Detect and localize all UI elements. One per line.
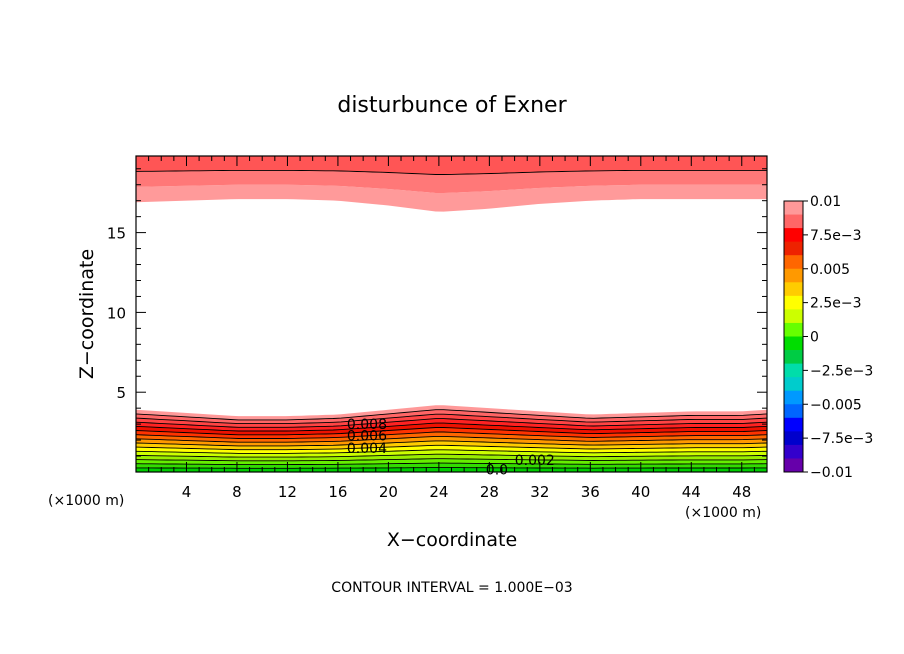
colorbar-swatch: [784, 214, 803, 229]
colorbar-swatch: [784, 228, 803, 243]
contour-band-upper: [136, 170, 767, 193]
colorbar-swatch: [784, 377, 803, 392]
x-tick-label: 24: [429, 483, 448, 501]
contour-band-lower: [136, 449, 767, 458]
contour-band-lower: [136, 436, 767, 446]
contour-line: [135, 449, 768, 454]
colorbar-swatch: [784, 350, 803, 364]
contour-line: [135, 422, 768, 432]
colorbar-label: 0: [810, 330, 819, 346]
x-axis-label: X−coordinate: [387, 529, 517, 551]
y-axis-label: Z−coordinate: [76, 249, 98, 379]
colorbar-swatch: [784, 417, 803, 432]
colorbar-swatch: [784, 322, 803, 337]
x-tick-label: 44: [682, 483, 701, 501]
contour-band-lower: [136, 405, 767, 420]
colorbar-label: 0.005: [810, 262, 850, 278]
colorbar-swatch: [784, 431, 803, 446]
contour-band-lower: [136, 454, 767, 461]
contour-label: 0.0: [486, 463, 508, 479]
z-tick-label: 10: [107, 304, 126, 322]
contour-band-lower: [136, 458, 767, 465]
colorbar-swatch: [784, 295, 803, 310]
colorbar-swatch: [784, 458, 803, 473]
colorbar-swatch: [784, 201, 803, 215]
contour-line: [135, 431, 768, 439]
colorbar-swatch: [784, 444, 803, 459]
x-unit-left: (×1000 m): [48, 493, 124, 509]
colorbar-swatch: [784, 241, 803, 256]
contour-label: 0.002: [515, 453, 555, 469]
contour-label: 0.006: [347, 428, 387, 444]
x-tick-label: 12: [278, 483, 297, 501]
x-tick-label: 8: [232, 483, 242, 501]
x-tick-label: 40: [631, 483, 650, 501]
z-tick-label: 15: [107, 225, 126, 243]
x-tick-label: 32: [530, 483, 549, 501]
contour-lines: [135, 169, 768, 469]
contour-label: 0.004: [347, 441, 387, 457]
x-tick-label: 36: [581, 483, 600, 501]
contour-line: [135, 169, 767, 175]
x-tick-label: 20: [379, 483, 398, 501]
x-tick-label: 4: [182, 483, 192, 501]
colorbar-label: −0.005: [810, 397, 862, 413]
colorbar-label: 2.5e−3: [810, 296, 862, 312]
contour-line: [135, 458, 768, 462]
contour-line: [135, 453, 768, 458]
colorbar-swatch: [784, 282, 803, 297]
contour-band-upper: [136, 184, 767, 212]
contour-band-lower: [136, 427, 767, 439]
colorbar-swatch: [784, 336, 803, 351]
colorbar-swatch: [784, 404, 803, 419]
colorbar-swatch: [784, 255, 803, 270]
colorbar-label: −7.5e−3: [810, 431, 873, 447]
x-tick-label: 16: [328, 483, 347, 501]
contour-line: [135, 435, 768, 443]
contour-line: [135, 418, 768, 428]
chart-title: disturbunce of Exner: [337, 93, 567, 118]
colorbar-label: 7.5e−3: [810, 228, 862, 244]
contour-band-upper: [136, 156, 767, 175]
colorbar-swatch: [784, 390, 803, 405]
colorbar-swatch: [784, 363, 803, 378]
contour-line: [135, 444, 768, 451]
colorbar-swatch: [784, 268, 803, 283]
colorbar-label: −0.01: [810, 465, 853, 481]
contour-line: [135, 462, 768, 466]
contour-interval-text: CONTOUR INTERVAL = 1.000E−03: [331, 580, 572, 596]
contour-line: [135, 409, 768, 421]
x-tick-label: 28: [480, 483, 499, 501]
contour-band-lower: [136, 414, 767, 428]
contour-band-lower: [136, 445, 767, 454]
x-tick-label: 48: [732, 483, 751, 501]
contour-band-lower: [136, 423, 767, 435]
colorbar-swatch: [784, 309, 803, 324]
contour-fills: [136, 156, 767, 472]
x-unit-right: (×1000 m): [685, 505, 761, 521]
colorbar-label: −2.5e−3: [810, 363, 873, 379]
contour-line: [135, 427, 768, 436]
contour-line: [135, 413, 768, 425]
colorbar: 0.01 7.5e−3 0.005 2.5e−3 0 −2.5e−3 −0.005 −7.5e…: [783, 194, 873, 481]
contour-band-lower: [136, 432, 767, 443]
contour-band-lower: [136, 418, 767, 431]
colorbar-label: 0.01: [810, 194, 841, 210]
contour-line: [135, 440, 768, 447]
z-tick-label: 5: [116, 384, 126, 402]
contour-label: 0.008: [347, 417, 387, 433]
